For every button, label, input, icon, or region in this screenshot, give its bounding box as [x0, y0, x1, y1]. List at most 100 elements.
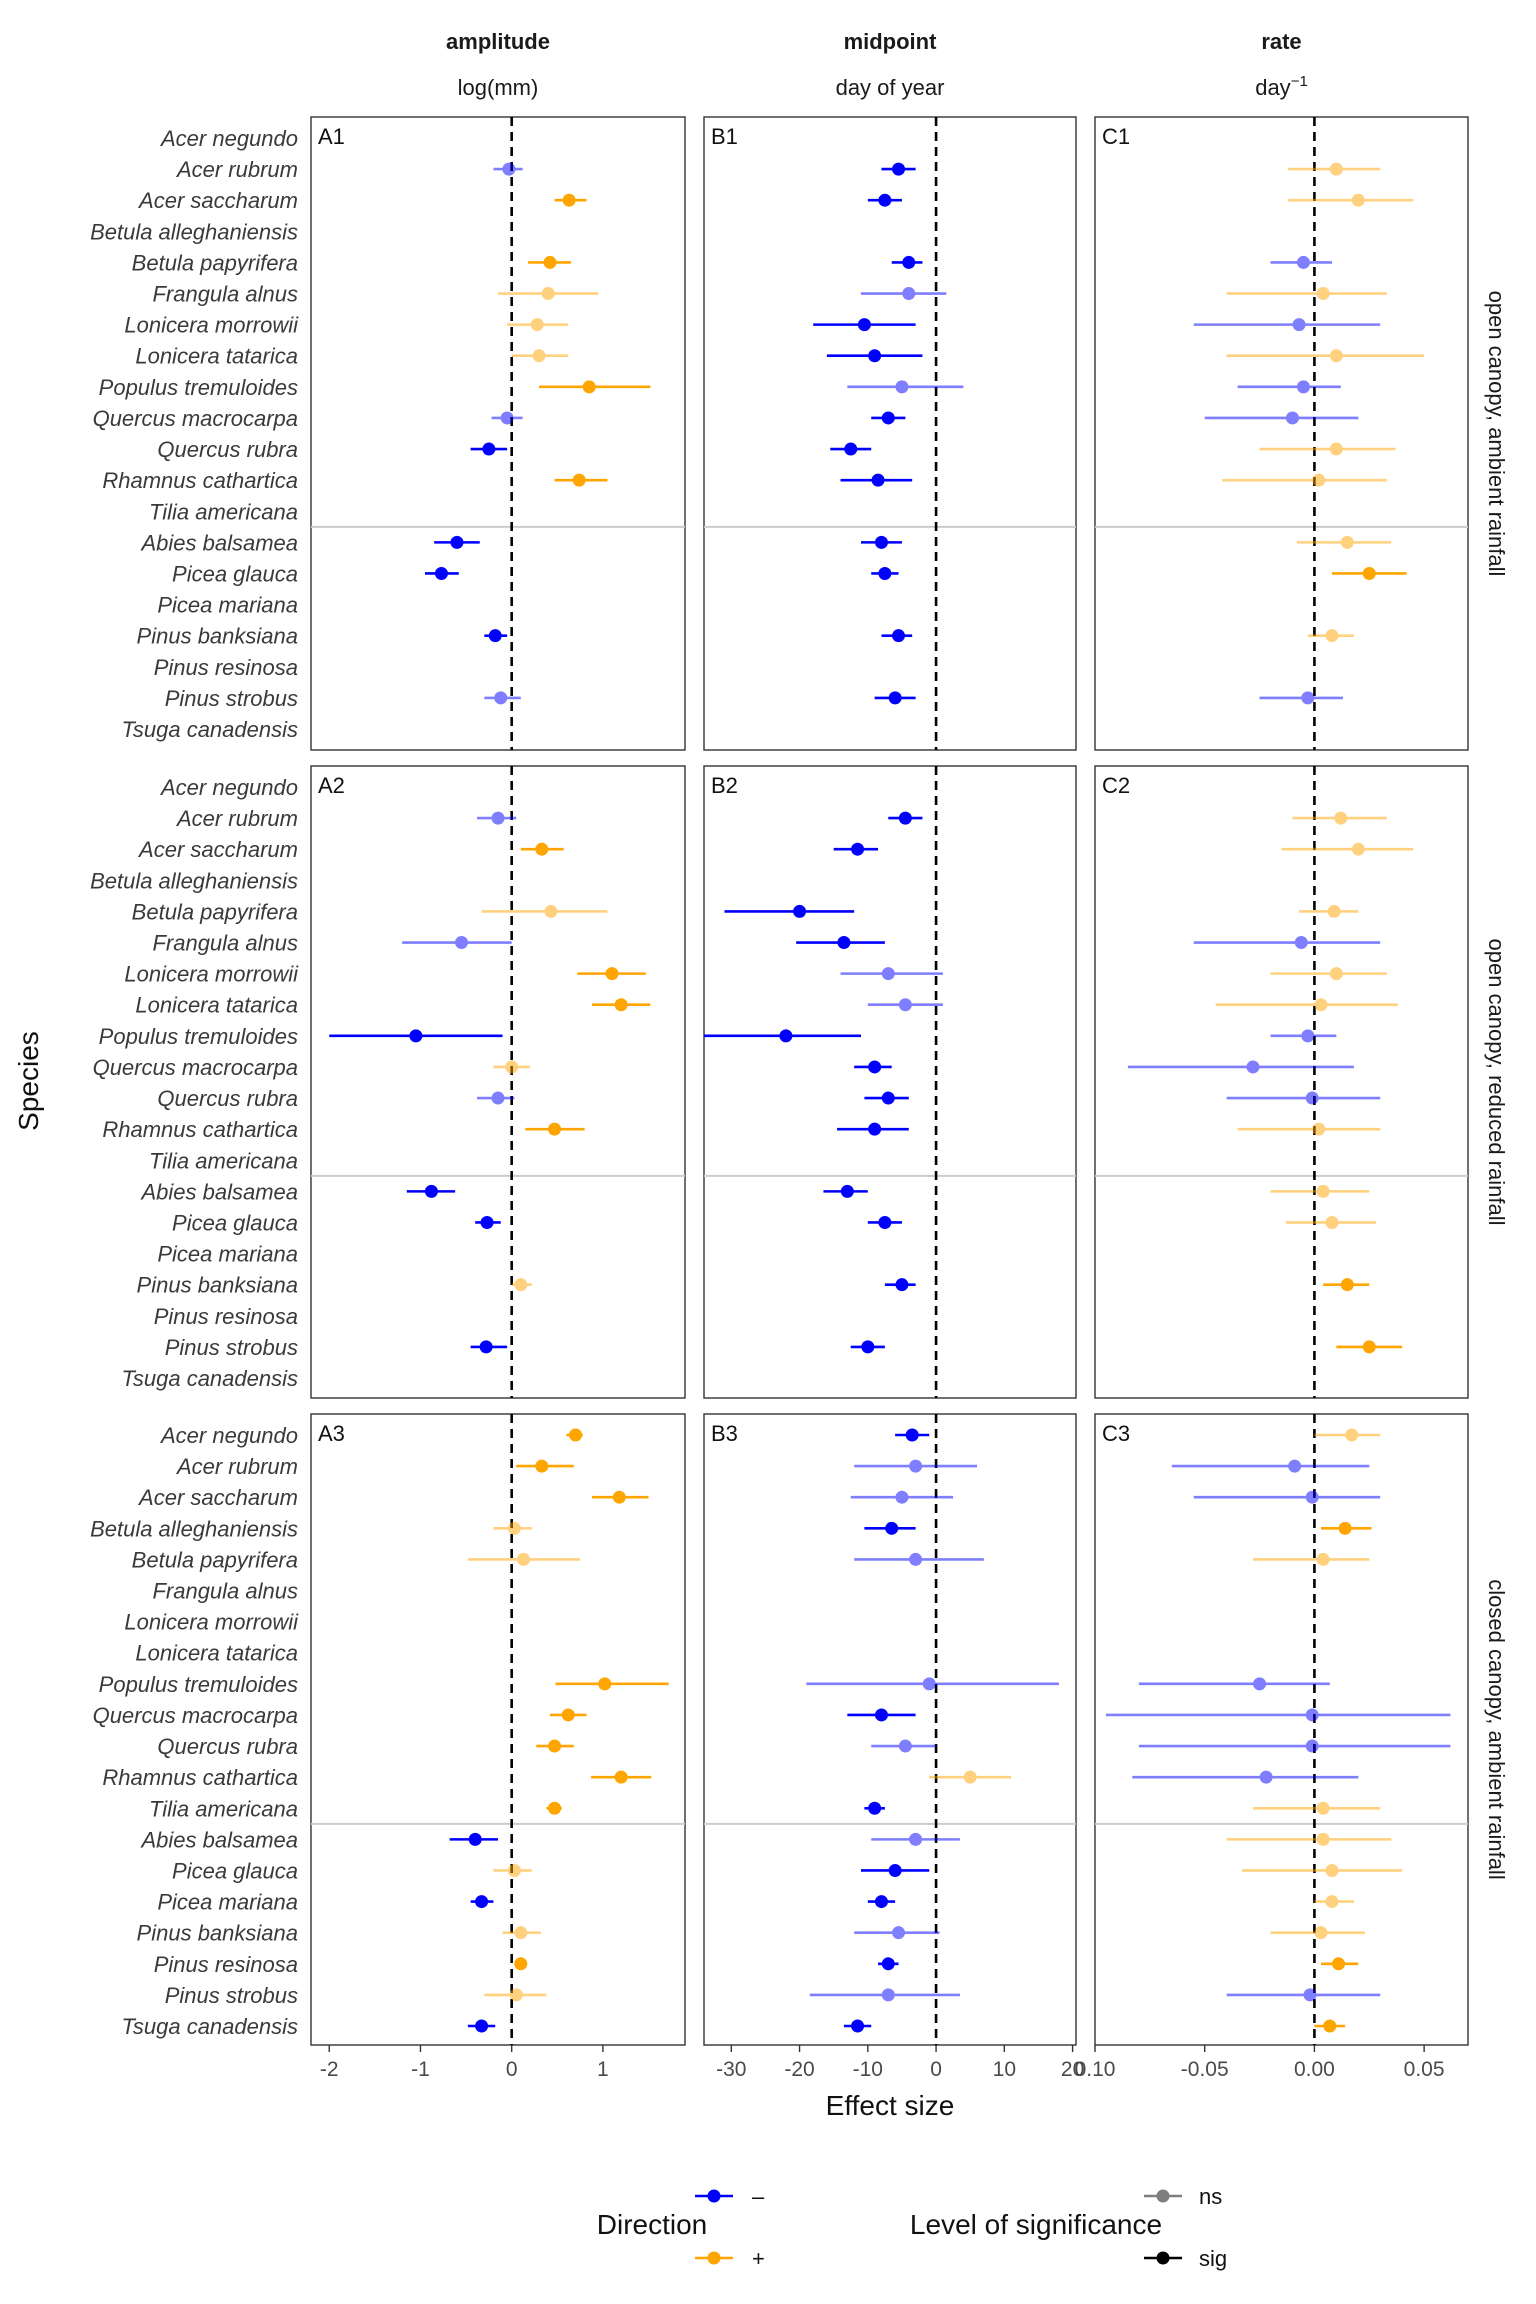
point-estimate [582, 380, 596, 394]
estimate-mark [1299, 904, 1359, 918]
species-label: Pinus strobus [165, 1335, 298, 1360]
species-label: Populus tremuloides [99, 375, 298, 400]
species-label: Tilia americana [149, 499, 298, 524]
point-estimate [963, 1770, 977, 1784]
point-estimate [494, 691, 508, 705]
legend-significance-title: Level of significance [910, 2209, 1162, 2240]
estimate-mark [502, 1926, 541, 1940]
x-tick-label: 1 [597, 2058, 609, 2081]
point-estimate [868, 1122, 882, 1136]
column-title-midpoint: midpoint [844, 29, 938, 54]
estimate-mark [888, 811, 923, 825]
point-estimate [424, 1184, 438, 1198]
species-label: Pinus strobus [165, 1983, 298, 2008]
point-estimate [888, 1863, 902, 1877]
point-estimate [1316, 1801, 1330, 1815]
species-label: Acer saccharum [137, 1485, 298, 1510]
legend-direction-dot [707, 2189, 721, 2203]
point-estimate [561, 1708, 575, 1722]
estimate-mark [860, 1863, 930, 1877]
x-tick-label: 0 [930, 2058, 942, 2081]
point-estimate [868, 1060, 882, 1074]
x-tick-label: 0.05 [1404, 2058, 1445, 2081]
species-label: Tilia americana [149, 1148, 298, 1173]
point-estimate [605, 967, 619, 981]
point-estimate [909, 1552, 923, 1566]
point-estimate [895, 1490, 909, 1504]
estimate-mark [507, 318, 569, 332]
x-tick-label: -30 [716, 2058, 746, 2081]
point-estimate [517, 1552, 531, 1566]
estimate-mark [591, 998, 651, 1012]
estimate-mark [867, 1895, 896, 1909]
point-estimate [507, 1863, 521, 1877]
legend-significance-dot [1156, 2189, 1170, 2203]
estimate-mark [864, 1091, 909, 1105]
species-label: Quercus rubra [157, 437, 298, 462]
point-estimate [535, 842, 549, 856]
column-subtitle-amplitude: log(mm) [458, 75, 539, 100]
estimate-mark [871, 411, 906, 425]
estimate-mark [1259, 442, 1396, 456]
estimate-mark [470, 442, 508, 456]
species-label: Rhamnus cathartica [102, 1117, 298, 1142]
estimate-mark [434, 535, 480, 549]
point-estimate [1294, 936, 1308, 950]
estimate-mark [493, 1863, 532, 1877]
estimate-mark [1270, 1184, 1370, 1198]
panel-C2: C2 [1094, 765, 1469, 1399]
point-estimate [1296, 255, 1310, 269]
estimate-mark [493, 1060, 530, 1074]
point-estimate [535, 1459, 549, 1473]
estimate-mark [1193, 1490, 1381, 1504]
point-estimate [1329, 442, 1343, 456]
point-estimate [1325, 1215, 1339, 1229]
species-label: Abies balsamea [139, 1827, 298, 1852]
point-estimate [1325, 1895, 1339, 1909]
estimate-mark [1336, 1340, 1403, 1354]
point-estimate [1332, 1957, 1346, 1971]
estimate-mark [854, 1552, 984, 1566]
legend: Direction – + Level of significance ns sig [597, 2184, 1227, 2271]
estimate-mark [837, 1122, 909, 1136]
row-strip-label: open canopy, ambient rainfall [1484, 291, 1509, 577]
estimate-mark [477, 811, 517, 825]
estimate-mark [809, 1988, 960, 2002]
species-label: Picea mariana [157, 1242, 298, 1267]
estimate-mark [493, 162, 523, 176]
point-estimate [871, 473, 885, 487]
point-estimate [1329, 349, 1343, 363]
point-estimate [1340, 1278, 1354, 1292]
point-estimate [837, 936, 851, 950]
estimate-mark [1237, 1122, 1381, 1136]
point-estimate [857, 318, 871, 332]
point-estimate [482, 442, 496, 456]
estimate-mark [1132, 1770, 1359, 1784]
species-label: Acer negundo [159, 126, 298, 151]
species-label: Quercus macrocarpa [93, 406, 298, 431]
point-estimate [888, 691, 902, 705]
point-estimate [793, 904, 807, 918]
estimate-mark [891, 255, 923, 269]
point-estimate [881, 411, 895, 425]
estimate-mark [516, 1459, 574, 1473]
species-label: Lonicera morrowii [124, 1610, 299, 1635]
point-estimate [562, 193, 576, 207]
estimate-mark [704, 1029, 861, 1043]
point-estimate [1334, 811, 1348, 825]
legend-significance-key [1144, 2189, 1182, 2203]
point-estimate [881, 967, 895, 981]
legend-direction-dot [707, 2251, 721, 2265]
legend-direction-label: – [752, 2184, 765, 2209]
estimate-mark [491, 411, 523, 425]
species-label: Abies balsamea [139, 1179, 298, 1204]
estimate-mark [840, 967, 943, 981]
estimate-mark [1193, 318, 1381, 332]
x-tick-label: 20 [1061, 2058, 1084, 2081]
estimate-mark [511, 1278, 532, 1292]
point-estimate [881, 1988, 895, 2002]
estimate-mark [520, 842, 564, 856]
estimate-mark [850, 1490, 954, 1504]
species-label: Pinus resinosa [154, 655, 298, 680]
species-label: Acer rubrum [175, 1454, 298, 1479]
